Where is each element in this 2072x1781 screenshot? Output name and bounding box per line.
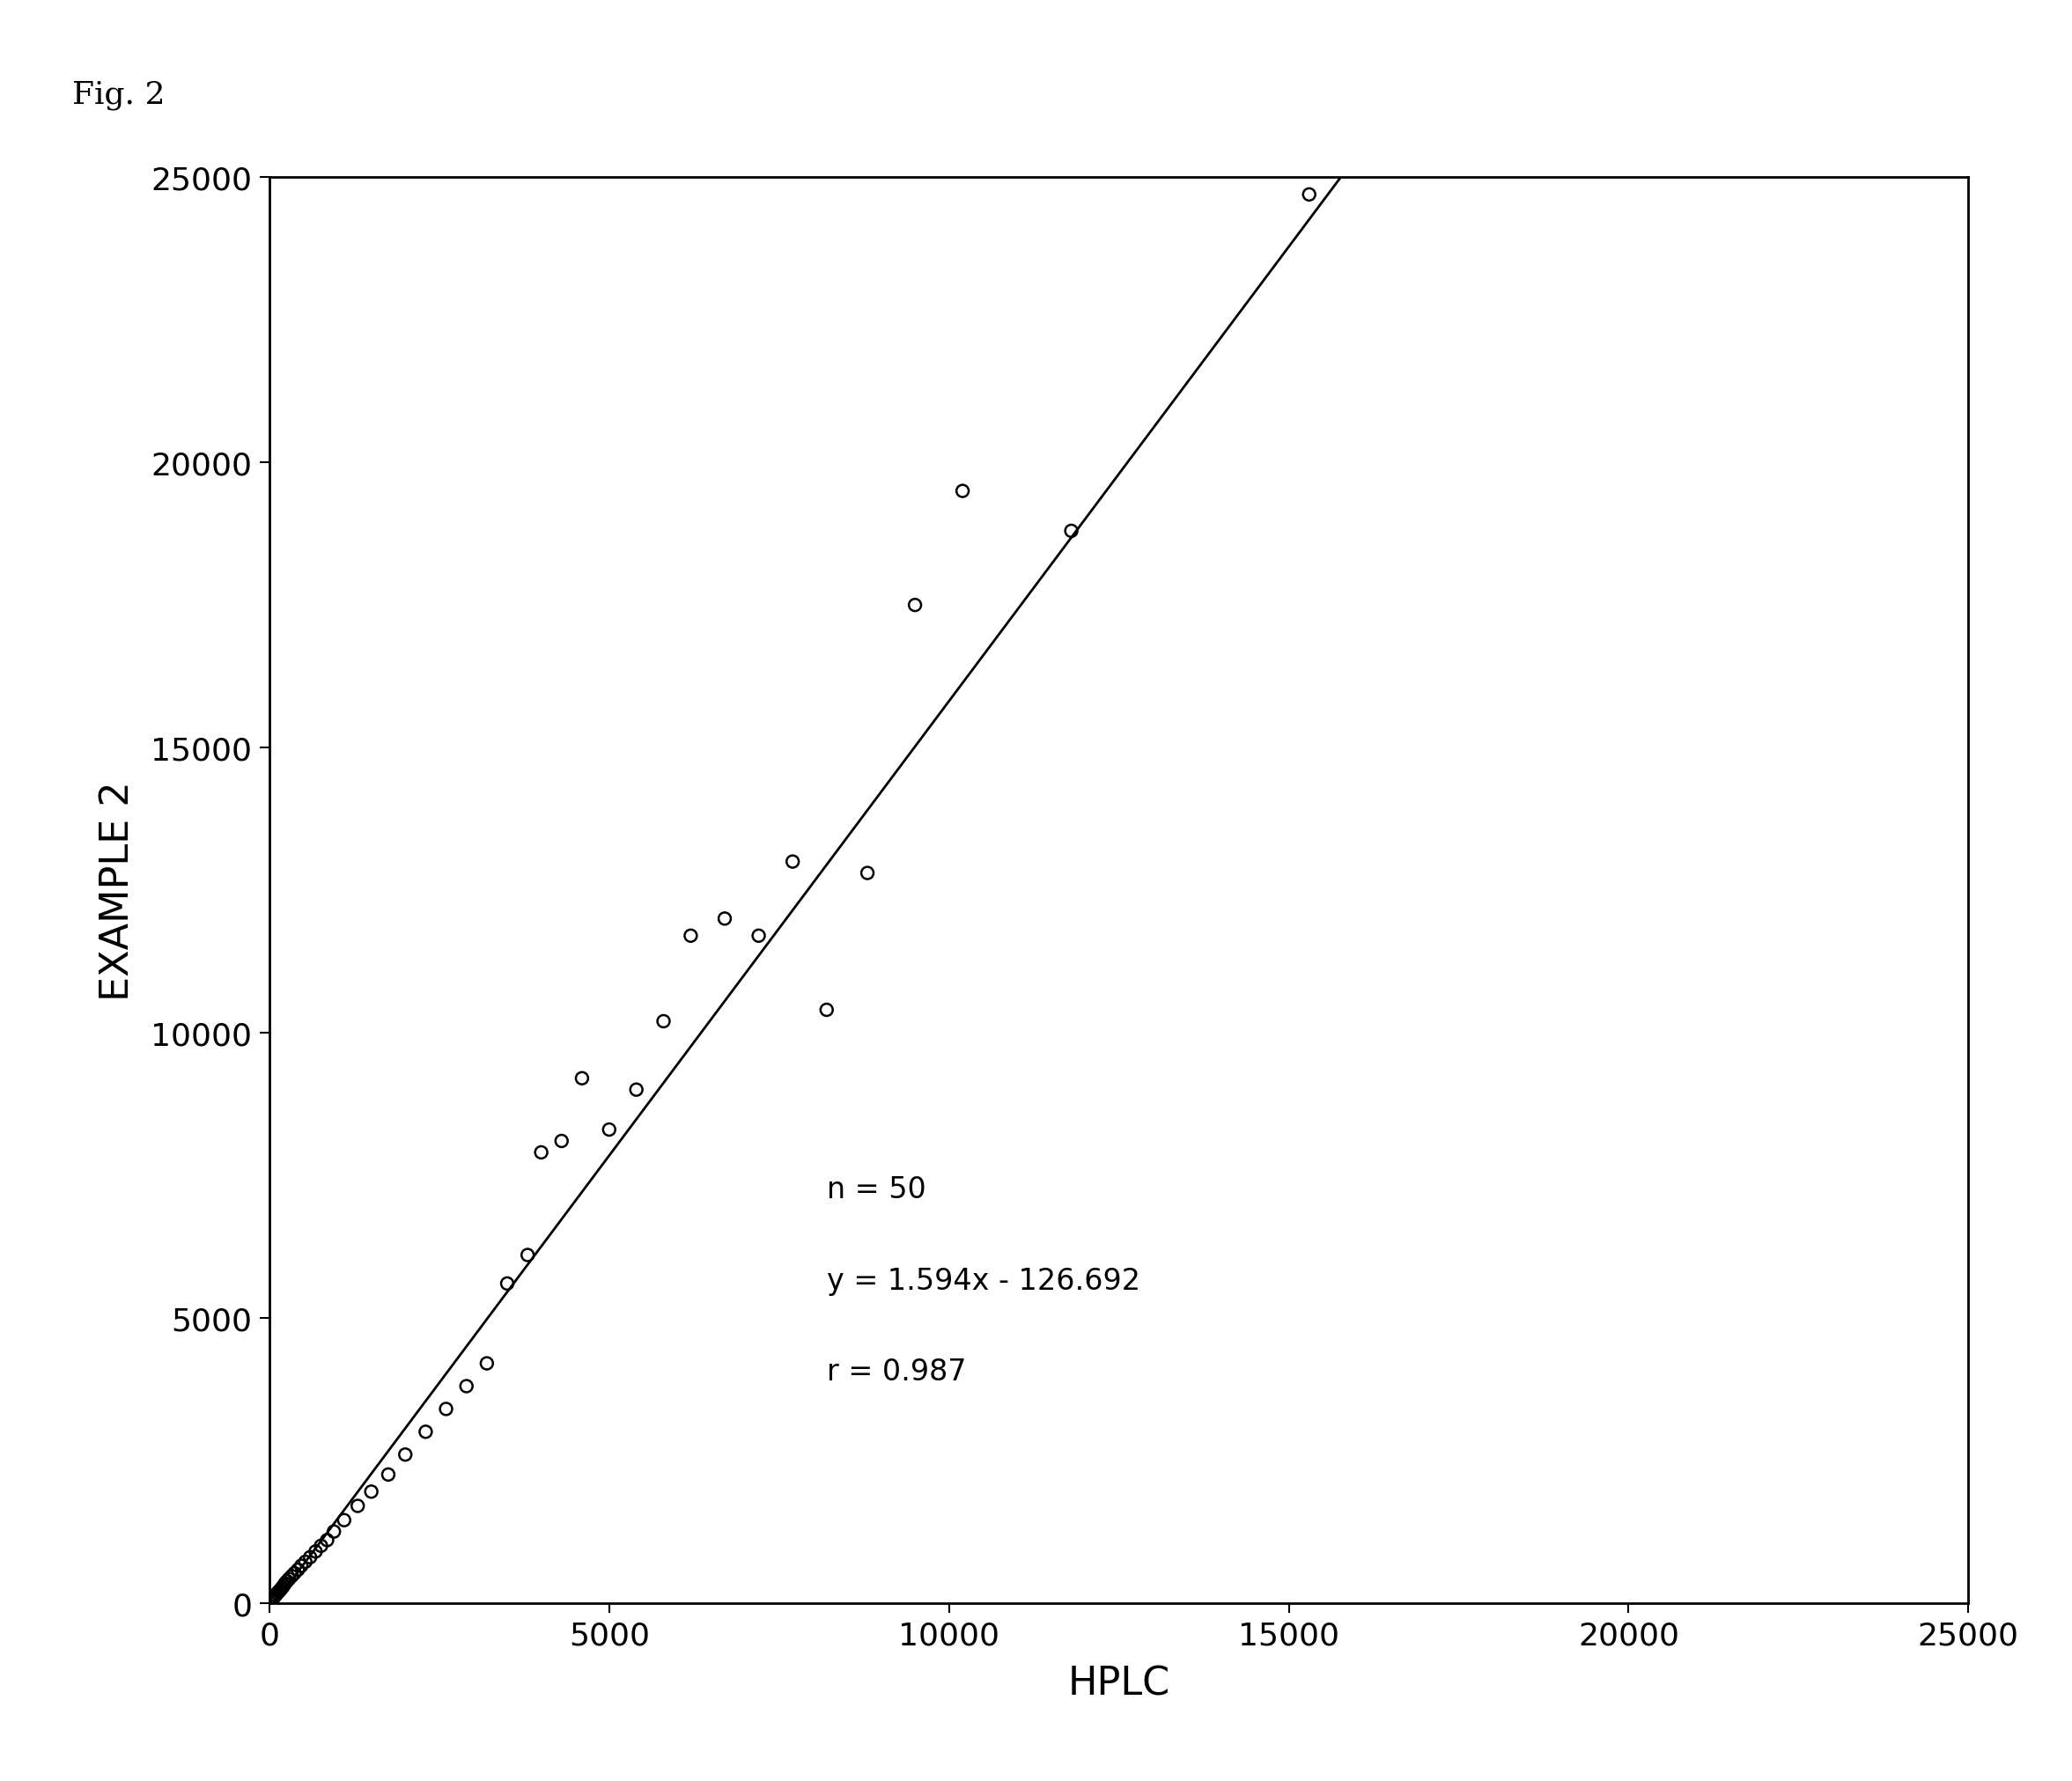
- Point: [673, 923, 707, 951]
- Point: [271, 1567, 305, 1596]
- Point: [512, 1241, 545, 1270]
- Point: [311, 1526, 344, 1555]
- Point: [274, 1565, 307, 1594]
- Point: [810, 996, 843, 1024]
- Point: [263, 1576, 296, 1605]
- Point: [257, 1583, 290, 1612]
- Point: [317, 1517, 350, 1546]
- Text: n = 50: n = 50: [827, 1175, 926, 1204]
- Point: [265, 1574, 298, 1603]
- Point: [261, 1578, 294, 1606]
- Point: [646, 1008, 680, 1037]
- Point: [261, 1580, 294, 1608]
- Point: [524, 1138, 557, 1167]
- Point: [278, 1558, 311, 1587]
- Point: [284, 1551, 317, 1580]
- Point: [327, 1507, 361, 1535]
- Point: [294, 1542, 327, 1571]
- Point: [1293, 182, 1326, 210]
- Text: Fig. 2: Fig. 2: [73, 80, 166, 110]
- Point: [450, 1371, 483, 1400]
- Point: [566, 1065, 599, 1094]
- Point: [947, 477, 980, 506]
- Point: [265, 1573, 298, 1601]
- Point: [288, 1548, 321, 1576]
- Point: [269, 1569, 303, 1598]
- Point: [545, 1127, 578, 1156]
- Point: [276, 1562, 309, 1590]
- Point: [282, 1555, 315, 1583]
- Point: [390, 1441, 423, 1469]
- Point: [257, 1583, 290, 1612]
- Point: [777, 848, 810, 876]
- Point: [342, 1492, 375, 1521]
- Point: [1055, 516, 1088, 545]
- Point: [255, 1585, 288, 1614]
- Point: [709, 905, 742, 933]
- Point: [298, 1537, 332, 1565]
- Point: [371, 1460, 404, 1489]
- Point: [852, 858, 885, 887]
- Point: [620, 1076, 653, 1104]
- Point: [354, 1478, 387, 1507]
- Y-axis label: EXAMPLE 2: EXAMPLE 2: [99, 780, 137, 1001]
- Point: [429, 1395, 462, 1423]
- Text: y = 1.594x - 126.692: y = 1.594x - 126.692: [827, 1266, 1140, 1295]
- Point: [267, 1571, 300, 1599]
- Point: [742, 923, 775, 951]
- Point: [408, 1418, 441, 1446]
- Point: [491, 1270, 524, 1298]
- Point: [470, 1350, 503, 1378]
- Point: [899, 591, 932, 620]
- Point: [259, 1582, 292, 1610]
- Point: [305, 1532, 338, 1560]
- Point: [593, 1115, 626, 1143]
- Text: r = 0.987: r = 0.987: [827, 1357, 966, 1386]
- X-axis label: HPLC: HPLC: [1067, 1665, 1171, 1703]
